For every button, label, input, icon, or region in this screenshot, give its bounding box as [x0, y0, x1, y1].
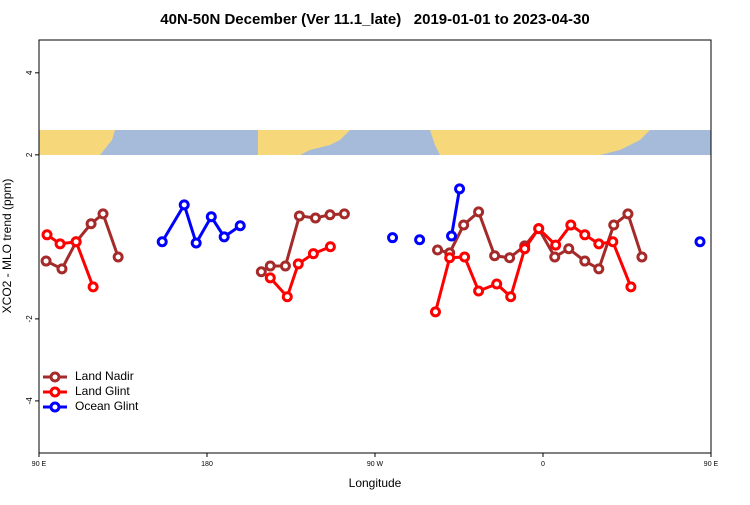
data-point	[255, 266, 267, 278]
data-point	[281, 291, 293, 303]
y-axis-label: XCO2 - MLO trend (ppm)	[0, 179, 14, 314]
data-point	[429, 306, 441, 318]
data-point	[54, 238, 66, 250]
x-tick-label: 90 E	[704, 461, 719, 468]
data-point	[234, 220, 246, 232]
data-point	[489, 250, 501, 262]
data-point	[579, 255, 591, 267]
data-point	[97, 208, 109, 220]
data-point	[307, 248, 319, 260]
y-tick-label: -2	[25, 315, 34, 323]
series-line	[46, 233, 95, 288]
data-point	[473, 206, 485, 218]
data-point	[519, 243, 531, 255]
data-point	[324, 209, 336, 221]
data-point	[625, 281, 637, 293]
map-strip	[39, 130, 711, 155]
chart-title: 40N-50N December (Ver 11.1_late) 2019-01…	[160, 11, 589, 28]
x-tick-label: 90 W	[367, 461, 384, 468]
x-tick-label: 0	[541, 461, 545, 468]
data-point	[432, 244, 444, 256]
data-point	[387, 232, 399, 244]
data-point	[338, 208, 350, 220]
data-point	[218, 231, 230, 243]
x-tick-label: 90 E	[32, 461, 47, 468]
data-point	[178, 199, 190, 211]
data-point	[446, 230, 458, 242]
data-point	[593, 238, 605, 250]
data-point	[205, 211, 217, 223]
data-point	[608, 219, 620, 231]
data-point	[279, 260, 291, 272]
data-point	[454, 183, 466, 195]
data-point	[112, 251, 124, 263]
data-point	[491, 278, 503, 290]
data-point	[40, 255, 52, 267]
data-point	[190, 237, 202, 249]
data-point	[324, 241, 336, 253]
data-point	[70, 236, 82, 248]
data-point	[473, 285, 485, 297]
data-point	[156, 236, 168, 248]
data-point	[607, 236, 619, 248]
data-point	[563, 243, 575, 255]
data-point	[459, 251, 471, 263]
legend-label: Land Nadir	[75, 369, 134, 383]
data-point	[293, 210, 305, 222]
x-axis-label: Longitude	[349, 476, 402, 490]
data-point	[309, 212, 321, 224]
data-point	[87, 281, 99, 293]
data-point	[444, 252, 456, 264]
data-point	[292, 258, 304, 270]
data-point	[85, 218, 97, 230]
legend-swatch-marker	[49, 371, 61, 383]
data-point	[264, 260, 276, 272]
data-point	[549, 251, 561, 263]
data-point	[505, 291, 517, 303]
data-point	[565, 219, 577, 231]
data-point	[458, 219, 470, 231]
y-tick-label: 4	[25, 70, 34, 75]
series-line	[269, 245, 331, 300]
data-point	[694, 236, 706, 248]
data-point	[414, 234, 426, 246]
legend-label: Ocean Glint	[75, 399, 139, 413]
data-point	[41, 229, 53, 241]
y-tick-label: -4	[25, 397, 34, 405]
x-tick-label: 180	[201, 461, 213, 468]
legend-swatch-marker	[49, 401, 61, 413]
data-point	[593, 263, 605, 275]
data-point	[579, 229, 591, 241]
data-point	[264, 272, 276, 284]
legend-swatch-marker	[49, 386, 61, 398]
data-point	[504, 252, 516, 264]
series-line	[450, 188, 462, 237]
y-tick-label: 2	[25, 152, 34, 157]
data-point	[550, 239, 562, 251]
data-point	[533, 223, 545, 235]
legend-label: Land Glint	[75, 384, 130, 398]
data-point	[622, 208, 634, 220]
data-point	[56, 263, 68, 275]
data-point	[636, 251, 648, 263]
